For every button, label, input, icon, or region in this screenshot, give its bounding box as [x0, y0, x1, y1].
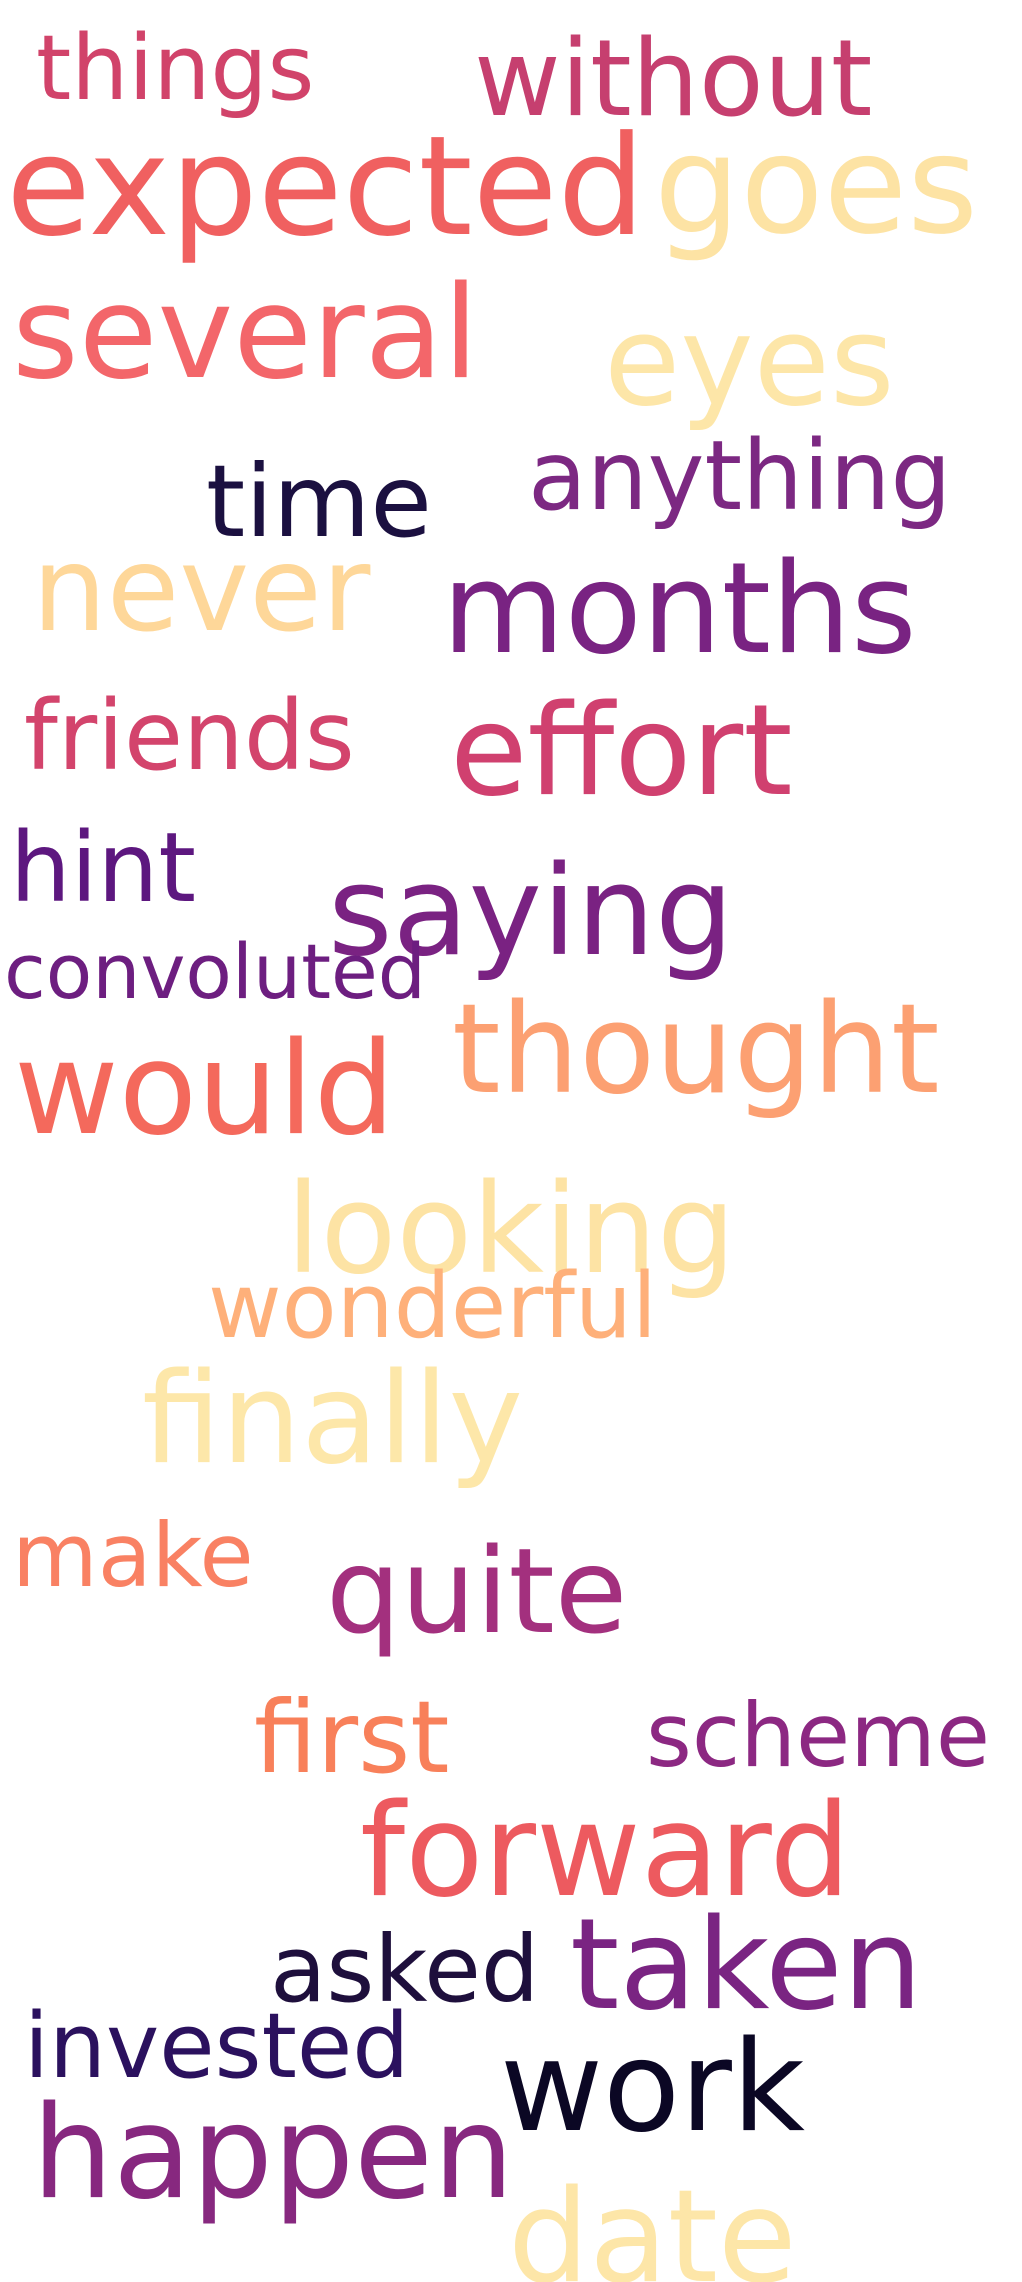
word-hint: hint [10, 812, 196, 924]
word-scheme: scheme [646, 1684, 991, 1787]
word-looking: looking [286, 1158, 736, 1302]
word-things: things [36, 16, 315, 121]
word-convoluted: convoluted [4, 927, 427, 1016]
word-thought: thought [452, 978, 940, 1122]
word-eyes: eyes [604, 290, 895, 434]
word-friends: friends [24, 680, 355, 792]
word-quite: quite [326, 1522, 628, 1660]
word-happen: happen [32, 2079, 514, 2228]
word-anything: anything [528, 420, 952, 532]
word-work: work [500, 2013, 805, 2160]
word-effort: effort [450, 677, 793, 824]
word-several: several [12, 259, 479, 408]
word-date: date [508, 2163, 797, 2282]
word-asked: asked [270, 1916, 540, 2023]
word-without: without [474, 17, 873, 140]
word-forward: forward [360, 1777, 851, 1926]
word-first: first [254, 1679, 450, 1796]
word-would: would [14, 1015, 395, 1164]
word-invested: invested [24, 1994, 410, 2099]
word-finally: finally [142, 1345, 524, 1492]
word-goes: goes [654, 107, 979, 265]
word-months: months [442, 535, 917, 682]
word-make: make [12, 1504, 254, 1607]
word-time: time [206, 443, 432, 560]
word-expected: expected [6, 106, 646, 267]
word-never: never [32, 520, 371, 658]
word-taken: taken [570, 1891, 923, 2038]
word-wonderful: wonderful [208, 1254, 657, 1359]
word-saying: saying [328, 840, 734, 984]
